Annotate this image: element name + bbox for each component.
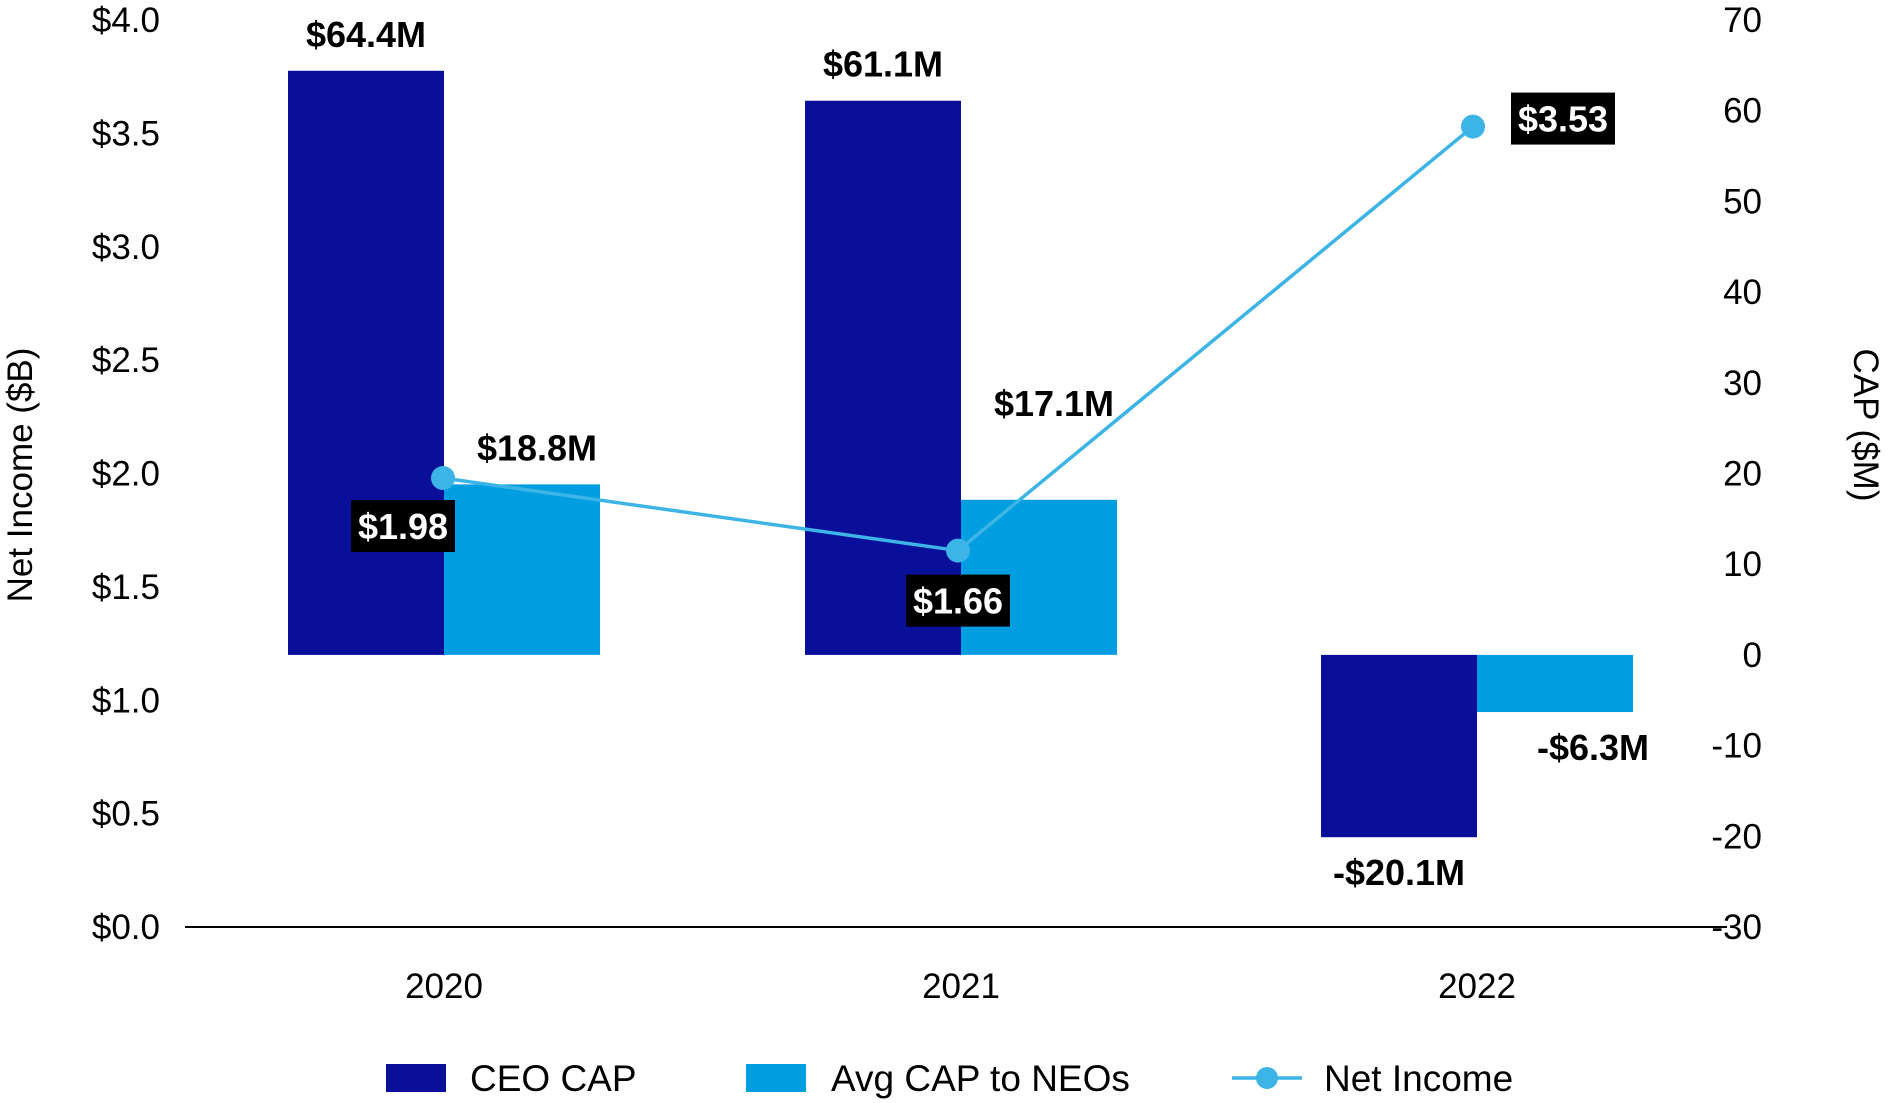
x-tick-label: 2021	[922, 967, 1000, 1006]
neo-cap-bar	[1477, 654, 1633, 713]
left-tick-label: $2.0	[92, 455, 160, 494]
legend: CEO CAP Avg CAP to NEOs Net Income	[386, 1058, 1513, 1099]
neo-cap-bar	[444, 484, 600, 655]
net-income-value-label: $1.66	[913, 581, 1003, 622]
net-income-label-box	[351, 500, 455, 553]
net-income-point	[946, 538, 970, 563]
bar-value-label: -$6.3M	[1537, 727, 1649, 768]
net-income-point	[1461, 114, 1485, 139]
left-axis-title: Net Income ($B)	[1, 348, 40, 603]
bars	[288, 70, 1633, 838]
bar-value-label: -$20.1M	[1333, 852, 1465, 893]
bar-value-label: $17.1M	[994, 383, 1114, 424]
net-income-series	[431, 114, 1485, 563]
ceo-cap-bar	[288, 70, 444, 655]
left-tick-label: $2.5	[92, 341, 160, 380]
legend-marker	[1256, 1067, 1278, 1089]
left-tick-label: $3.0	[92, 228, 160, 267]
left-axis-ticks: $0.0 $0.5 $1.0 $1.5 $2.0 $2.5 $3.0 $3.5 $4.0	[92, 1, 160, 947]
x-tick-label: 2020	[405, 967, 483, 1006]
x-axis-ticks: 2020 2021 2022	[405, 967, 1516, 1006]
net-income-value-label: $3.53	[1518, 99, 1608, 140]
right-axis-title: CAP ($M)	[1846, 349, 1885, 502]
legend-label: CEO CAP	[470, 1058, 637, 1099]
right-tick-label: 20	[1723, 455, 1762, 494]
left-tick-label: $4.0	[92, 1, 160, 40]
net-income-label-box	[1511, 92, 1615, 145]
left-tick-label: $0.0	[92, 908, 160, 947]
right-tick-label: 50	[1723, 182, 1762, 221]
right-tick-label: 0	[1743, 636, 1762, 675]
right-tick-label: 40	[1723, 273, 1762, 312]
x-tick-label: 2022	[1438, 967, 1516, 1006]
legend-swatch	[746, 1064, 806, 1092]
ceo-cap-bar	[805, 100, 961, 655]
bar-value-label: $18.8M	[477, 427, 597, 468]
ceo-cap-bar	[1321, 654, 1477, 838]
legend-label: Net Income	[1324, 1058, 1513, 1099]
net-income-value-label: $1.98	[358, 506, 448, 547]
right-tick-label: -10	[1711, 727, 1762, 766]
left-tick-label: $3.5	[92, 114, 160, 153]
bar-value-label: $64.4M	[306, 14, 426, 55]
right-tick-label: 10	[1723, 545, 1762, 584]
data-labels: $64.4M $61.1M -$20.1M $18.8M $17.1M -$6.3M $1.…	[306, 14, 1649, 893]
right-tick-label: 70	[1723, 1, 1762, 40]
net-income-label-box	[906, 574, 1010, 627]
legend-label: Avg CAP to NEOs	[831, 1058, 1130, 1099]
legend-swatch	[386, 1064, 446, 1092]
left-tick-label: $0.5	[92, 795, 160, 834]
left-tick-label: $1.5	[92, 568, 160, 607]
bar-value-label: $61.1M	[823, 44, 943, 85]
right-tick-label: 30	[1723, 364, 1762, 403]
right-tick-label: 60	[1723, 92, 1762, 131]
left-tick-label: $1.0	[92, 681, 160, 720]
right-tick-label: -20	[1711, 817, 1762, 856]
net-income-point	[431, 466, 455, 491]
